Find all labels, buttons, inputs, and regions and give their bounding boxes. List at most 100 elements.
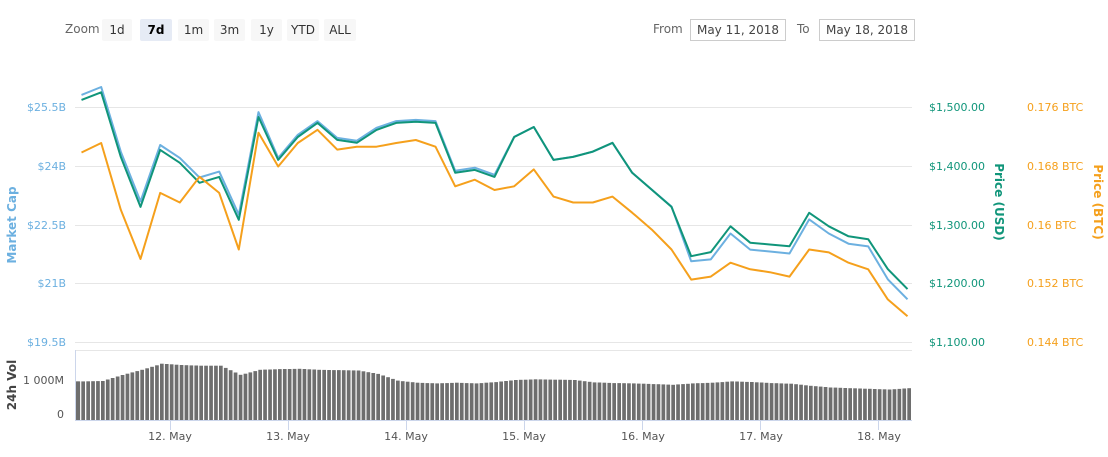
volume-bar: [160, 363, 164, 420]
volume-bar: [627, 383, 631, 420]
market-cap-tick: $24B: [37, 160, 66, 173]
volume-bar: [474, 383, 479, 420]
price-usd-axis-title: Price (USD): [992, 163, 1006, 241]
volume-bar: [440, 383, 444, 420]
volume-bar: [759, 382, 764, 420]
volume-bar: [337, 370, 341, 420]
zoom-1d-button[interactable]: 1d: [102, 19, 132, 41]
volume-bar: [76, 381, 81, 420]
volume-bar: [258, 369, 262, 420]
volume-bar: [725, 381, 730, 420]
volume-bar: [445, 383, 449, 420]
volume-bar: [219, 365, 223, 420]
volume-bar: [140, 369, 144, 420]
zoom-1m-button[interactable]: 1m: [178, 19, 209, 41]
volume-bar: [110, 378, 115, 420]
volume-bar: [410, 382, 415, 420]
volume-bar: [907, 388, 911, 420]
volume-bar: [125, 373, 130, 420]
volume-bar: [386, 377, 390, 420]
volume-bar: [681, 384, 685, 420]
volume-bar: [81, 381, 85, 420]
volume-bar: [587, 381, 592, 420]
x-axis: 12. May 13. May 14. May 15. May 16. May …: [148, 430, 901, 443]
volume-bar: [499, 381, 503, 420]
from-date-input[interactable]: May 11, 2018: [690, 19, 786, 41]
zoom-label: Zoom: [65, 22, 100, 36]
volume-bar: [735, 381, 739, 420]
volume-bar: [253, 371, 258, 420]
volume-bar: [194, 365, 199, 420]
volume-bar: [676, 384, 680, 420]
volume-tick: 0: [57, 408, 64, 421]
volume-bar: [563, 379, 567, 420]
volume-bar: [764, 382, 769, 420]
volume-bar: [287, 369, 292, 420]
volume-bar: [745, 381, 749, 420]
price-usd-tick: $1,400.00: [929, 160, 985, 173]
volume-bar: [607, 382, 612, 420]
zoom-3m-button[interactable]: 3m: [214, 19, 245, 41]
volume-bar: [553, 379, 557, 420]
volume-bar: [376, 373, 380, 420]
zoom-all-button[interactable]: ALL: [324, 19, 356, 41]
volume-bar: [769, 383, 774, 420]
volume-bar: [892, 389, 897, 420]
zoom-7d-button[interactable]: 7d: [140, 19, 172, 41]
price-usd-line: [81, 91, 909, 290]
zoom-1y-button[interactable]: 1y: [251, 19, 282, 41]
volume-bar: [209, 365, 213, 420]
volume-bar: [214, 365, 218, 420]
volume-bar: [602, 382, 607, 420]
volume-bar: [789, 383, 793, 420]
x-tick-label: 16. May: [621, 430, 665, 443]
from-label: From: [653, 22, 683, 36]
price-usd-tick: $1,100.00: [929, 336, 985, 349]
volume-bar: [705, 382, 710, 420]
volume-bar: [700, 383, 705, 420]
volume-bar: [243, 373, 248, 420]
to-date-input[interactable]: May 18, 2018: [819, 19, 915, 41]
volume-bar: [813, 386, 818, 420]
volume-bar: [622, 383, 626, 420]
volume-bar: [273, 369, 277, 420]
volume-bar: [268, 369, 272, 420]
volume-bar: [405, 381, 410, 420]
volume-bar: [799, 384, 803, 420]
volume-bar: [863, 388, 867, 420]
x-tick-marks: [170, 420, 879, 430]
volume-bar: [632, 383, 636, 420]
volume-bar: [641, 383, 646, 420]
x-tick-label: 17. May: [739, 430, 783, 443]
volume-bar: [396, 380, 400, 420]
volume-bar: [523, 379, 528, 420]
volume-bar: [302, 369, 307, 420]
volume-bar: [351, 370, 356, 420]
volume-bar: [848, 388, 852, 420]
volume-bar: [779, 383, 784, 420]
volume-bar: [356, 370, 361, 420]
volume-bar: [504, 381, 508, 420]
volume-bar: [430, 383, 435, 420]
volume-bar: [897, 388, 902, 420]
volume-bar: [96, 381, 100, 420]
volume-bar: [882, 389, 887, 420]
volume-bar: [420, 382, 425, 420]
volume-bar: [233, 372, 238, 420]
volume-bar: [223, 367, 228, 420]
x-tick-label: 12. May: [148, 430, 192, 443]
market-cap-tick: $25.5B: [27, 101, 66, 114]
volume-bar: [312, 369, 317, 420]
volume-bar: [464, 383, 469, 420]
volume-bar: [150, 366, 154, 420]
volume-bar: [322, 369, 326, 420]
volume-bar: [155, 365, 159, 420]
volume-bar: [455, 382, 459, 420]
volume-bar: [391, 378, 395, 420]
volume-bar: [425, 383, 430, 420]
volume-bar: [612, 383, 616, 420]
market-cap-axis-title: Market Cap: [5, 186, 19, 264]
zoom-ytd-button[interactable]: YTD: [287, 19, 319, 41]
market-cap-tick: $19.5B: [27, 336, 66, 349]
volume-bar: [361, 371, 366, 420]
